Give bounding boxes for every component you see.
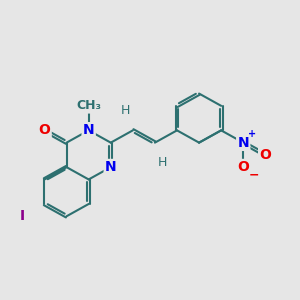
Text: O: O xyxy=(237,160,249,174)
Text: +: + xyxy=(248,129,256,139)
Text: H: H xyxy=(158,156,167,169)
Text: N: N xyxy=(83,123,94,137)
Text: O: O xyxy=(39,123,50,137)
Text: −: − xyxy=(249,168,260,181)
Text: N: N xyxy=(105,160,117,174)
Text: N: N xyxy=(237,136,249,150)
Text: O: O xyxy=(260,148,271,162)
Text: H: H xyxy=(121,104,130,117)
Text: CH₃: CH₃ xyxy=(76,99,101,112)
Text: I: I xyxy=(20,209,25,223)
